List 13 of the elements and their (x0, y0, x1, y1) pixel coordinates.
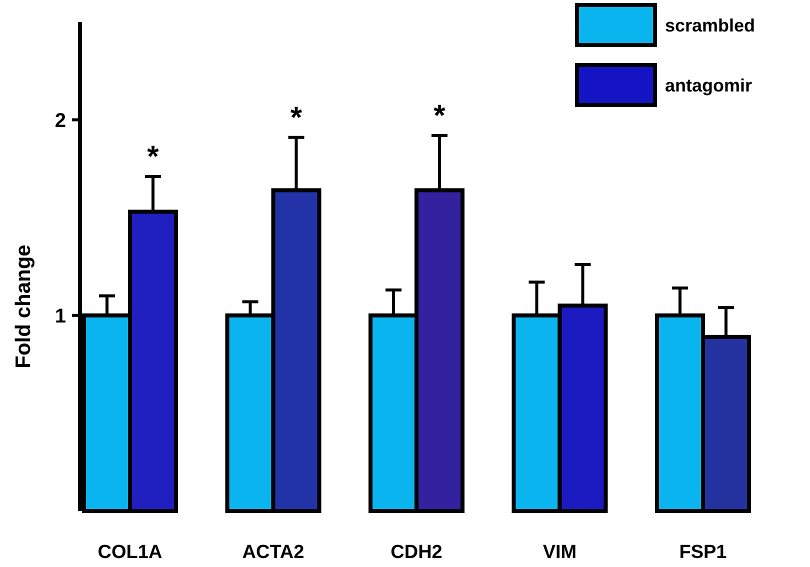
x-tick-label: FSP1 (679, 542, 728, 563)
annotation: * (434, 99, 446, 132)
y-axis-title: Fold change (12, 244, 35, 368)
y-tick-label: 2 (54, 110, 66, 132)
legend-label: scrambled (665, 15, 756, 36)
annotation: * (290, 101, 302, 134)
annotation: * (147, 140, 160, 174)
x-tick-label: COL1A (98, 542, 162, 563)
x-tick-label: VIM (542, 542, 577, 563)
x-tick-label: CDH2 (390, 542, 442, 563)
legend-label: antagomir (665, 75, 752, 96)
x-tick-label: ACTA2 (242, 542, 304, 563)
y-tick-label: 1 (54, 305, 66, 328)
